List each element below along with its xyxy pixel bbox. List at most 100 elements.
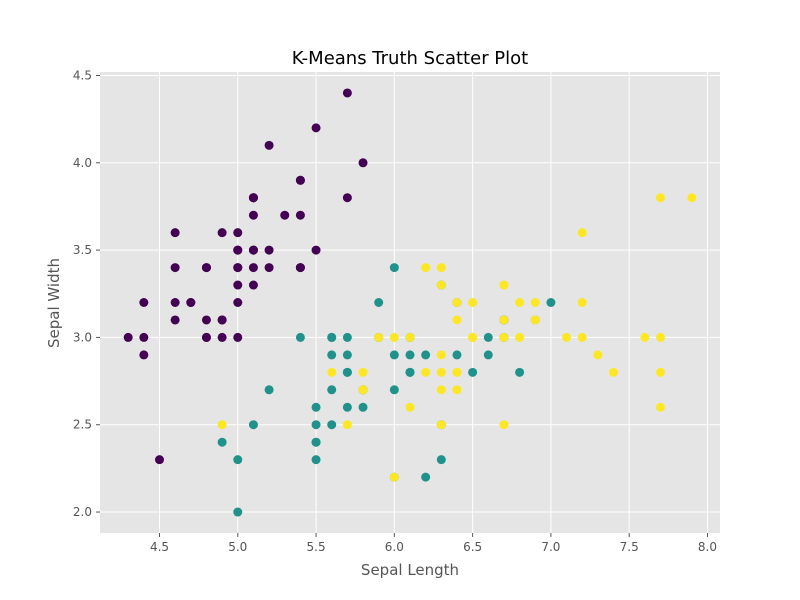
data-point-cluster-2 — [530, 315, 540, 325]
x-tick-label: 7.5 — [620, 540, 639, 554]
x-axis-label: Sepal Length — [361, 561, 459, 579]
data-point-cluster-0 — [139, 332, 149, 342]
data-point-cluster-2 — [436, 350, 446, 360]
data-point-cluster-0 — [248, 210, 258, 220]
data-point-cluster-0 — [123, 332, 133, 342]
data-points — [123, 88, 697, 517]
data-point-cluster-2 — [452, 315, 462, 325]
data-point-cluster-2 — [499, 332, 509, 342]
data-point-cluster-2 — [342, 420, 352, 430]
data-point-cluster-0 — [233, 263, 243, 273]
data-point-cluster-0 — [233, 332, 243, 342]
data-point-cluster-1 — [311, 455, 321, 465]
data-point-cluster-2 — [452, 367, 462, 377]
x-tick-label: 6.5 — [463, 540, 482, 554]
data-point-cluster-2 — [436, 385, 446, 395]
data-point-cluster-1 — [295, 332, 305, 342]
data-point-cluster-0 — [248, 193, 258, 203]
data-point-cluster-1 — [311, 437, 321, 447]
data-point-cluster-0 — [280, 210, 290, 220]
data-point-cluster-0 — [217, 332, 227, 342]
data-point-cluster-1 — [468, 367, 478, 377]
data-point-cluster-1 — [233, 507, 243, 517]
data-point-cluster-2 — [358, 385, 368, 395]
x-tick-label: 5.5 — [307, 540, 326, 554]
data-point-cluster-1 — [483, 350, 493, 360]
y-tick-label: 3.5 — [73, 243, 92, 257]
data-point-cluster-0 — [170, 298, 180, 307]
data-point-cluster-2 — [499, 280, 509, 290]
data-point-cluster-0 — [139, 350, 149, 360]
data-point-cluster-0 — [217, 315, 227, 325]
data-point-cluster-1 — [217, 437, 227, 447]
data-point-cluster-2 — [468, 332, 478, 342]
data-point-cluster-2 — [499, 420, 509, 430]
data-point-cluster-1 — [342, 367, 352, 377]
data-point-cluster-2 — [436, 263, 446, 273]
data-point-cluster-0 — [264, 245, 274, 255]
data-point-cluster-1 — [358, 402, 368, 412]
data-point-cluster-1 — [515, 367, 525, 377]
data-point-cluster-2 — [609, 367, 619, 377]
data-point-cluster-0 — [342, 88, 352, 98]
x-tick-label: 5.0 — [228, 540, 247, 554]
data-point-cluster-0 — [170, 263, 180, 273]
data-point-cluster-1 — [248, 420, 258, 430]
data-point-cluster-0 — [295, 263, 305, 273]
data-point-cluster-2 — [656, 193, 666, 203]
data-point-cluster-2 — [656, 367, 666, 377]
data-point-cluster-2 — [374, 332, 384, 342]
data-point-cluster-2 — [515, 332, 525, 342]
data-point-cluster-1 — [421, 350, 431, 360]
data-point-cluster-0 — [233, 228, 243, 238]
chart-title: K-Means Truth Scatter Plot — [292, 48, 529, 69]
x-tick-label: 6.0 — [385, 540, 404, 554]
data-point-cluster-2 — [436, 420, 446, 430]
x-tick-label: 4.5 — [150, 540, 169, 554]
data-point-cluster-0 — [264, 263, 274, 273]
data-point-cluster-1 — [389, 350, 399, 360]
data-point-cluster-2 — [421, 263, 431, 273]
data-point-cluster-2 — [515, 298, 525, 307]
data-point-cluster-0 — [186, 298, 196, 307]
data-point-cluster-2 — [217, 420, 227, 430]
data-point-cluster-2 — [358, 367, 368, 377]
data-point-cluster-0 — [233, 280, 243, 290]
data-point-cluster-1 — [421, 472, 431, 482]
y-tick-label: 4.0 — [73, 156, 92, 170]
y-tick-label: 3.0 — [73, 330, 92, 344]
y-axis-label: Sepal Width — [45, 258, 63, 348]
x-tick-label: 7.0 — [541, 540, 560, 554]
data-point-cluster-1 — [311, 402, 321, 412]
data-point-cluster-2 — [530, 298, 540, 307]
data-point-cluster-0 — [233, 245, 243, 255]
data-point-cluster-2 — [656, 402, 666, 412]
plot-area — [100, 72, 720, 533]
data-point-cluster-1 — [327, 332, 337, 342]
data-point-cluster-0 — [217, 228, 227, 238]
data-point-cluster-2 — [468, 298, 478, 307]
data-point-cluster-2 — [389, 332, 399, 342]
data-point-cluster-2 — [499, 315, 509, 325]
data-point-cluster-0 — [248, 245, 258, 255]
data-point-cluster-0 — [170, 228, 180, 238]
data-point-cluster-2 — [577, 332, 587, 342]
data-point-cluster-0 — [248, 263, 258, 273]
data-point-cluster-1 — [327, 385, 337, 395]
data-point-cluster-2 — [687, 193, 697, 203]
data-point-cluster-2 — [405, 332, 415, 342]
data-point-cluster-1 — [405, 367, 415, 377]
data-point-cluster-1 — [389, 385, 399, 395]
data-point-cluster-0 — [248, 280, 258, 290]
data-point-cluster-1 — [327, 420, 337, 430]
data-point-cluster-2 — [593, 350, 603, 360]
data-point-cluster-0 — [342, 193, 352, 203]
data-point-cluster-0 — [139, 298, 149, 307]
data-point-cluster-0 — [295, 210, 305, 220]
data-point-cluster-1 — [546, 298, 556, 307]
data-point-cluster-1 — [483, 332, 493, 342]
data-point-cluster-2 — [436, 367, 446, 377]
data-point-cluster-1 — [405, 350, 415, 360]
y-tick-label: 2.0 — [73, 505, 92, 519]
data-point-cluster-0 — [311, 245, 321, 255]
